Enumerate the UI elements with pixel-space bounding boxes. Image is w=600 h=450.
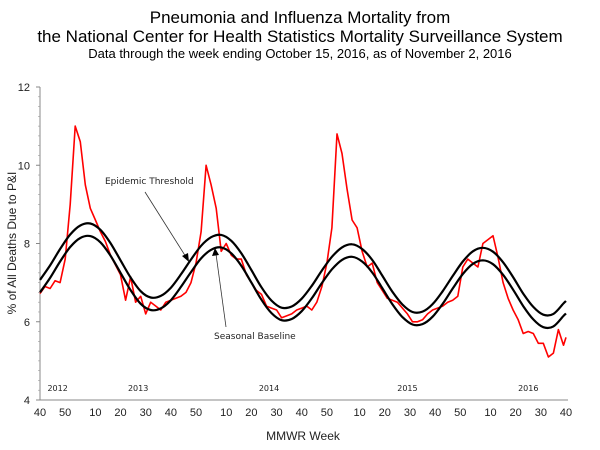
x-tick-label: 40: [560, 407, 572, 419]
x-tick-label: 40: [34, 407, 46, 419]
year-label: 2014: [259, 384, 279, 393]
chart-subtitle: Data through the week ending October 15,…: [88, 46, 512, 61]
y-tick-label: 10: [18, 160, 30, 172]
x-tick-label: 20: [114, 407, 126, 419]
chart-title-line-2: the National Center for Health Statistic…: [37, 27, 562, 46]
x-tick-label: 10: [484, 407, 496, 419]
x-tick-label: 20: [245, 407, 257, 419]
baseline-arrow-line: [215, 253, 227, 328]
x-tick-label: 40: [165, 407, 177, 419]
x-tick-label: 20: [510, 407, 522, 419]
threshold-arrow-line: [144, 191, 187, 258]
threshold-arrowhead-icon: [182, 253, 189, 262]
x-tick-label: 50: [59, 407, 71, 419]
epidemic-threshold-annotation: Epidemic Threshold: [105, 177, 194, 262]
x-tick-label: 30: [270, 407, 282, 419]
year-label: 2012: [47, 384, 67, 393]
x-axis-label: MMWR Week: [266, 429, 341, 443]
y-tick-label: 12: [18, 82, 30, 94]
seasonal-baseline-annotation: Seasonal Baseline: [212, 248, 296, 342]
x-tick-label: 20: [379, 407, 391, 419]
year-label: 2015: [397, 384, 417, 393]
x-tick-label: 50: [321, 407, 333, 419]
year-label: 2013: [128, 384, 148, 393]
baseline-arrowhead-icon: [212, 248, 219, 256]
x-tick-label: 40: [429, 407, 441, 419]
y-tick-label: 8: [24, 239, 30, 251]
x-tick-label: 10: [354, 407, 366, 419]
axes: 4 6 8 10 12 40 50 10 20 30 40 50 10 20 30 40 50 10 20 30 40 5…: [18, 82, 572, 419]
x-tick-label: 30: [404, 407, 416, 419]
x-tick-label: 50: [454, 407, 466, 419]
x-tick-label: 30: [535, 407, 547, 419]
x-tick-label: 10: [89, 407, 101, 419]
epidemic-threshold-label: Epidemic Threshold: [105, 177, 194, 187]
chart-title-line-1: Pneumonia and Influenza Mortality from: [150, 8, 451, 27]
y-tick-label: 4: [24, 395, 30, 407]
series-line-threshold: [39, 222, 567, 317]
y-axis-label: % of All Deaths Due to P&I: [5, 172, 19, 315]
year-label: 2016: [518, 384, 538, 393]
x-tick-label: 10: [220, 407, 232, 419]
seasonal-baseline-label: Seasonal Baseline: [214, 332, 296, 342]
series-line-observed: [39, 125, 567, 358]
x-tick-label: 40: [296, 407, 308, 419]
series-lines: [39, 125, 567, 358]
y-tick-label: 6: [24, 317, 30, 329]
series-line-baseline: [39, 234, 567, 330]
x-tick-label: 50: [190, 407, 202, 419]
x-tick-label: 30: [140, 407, 152, 419]
